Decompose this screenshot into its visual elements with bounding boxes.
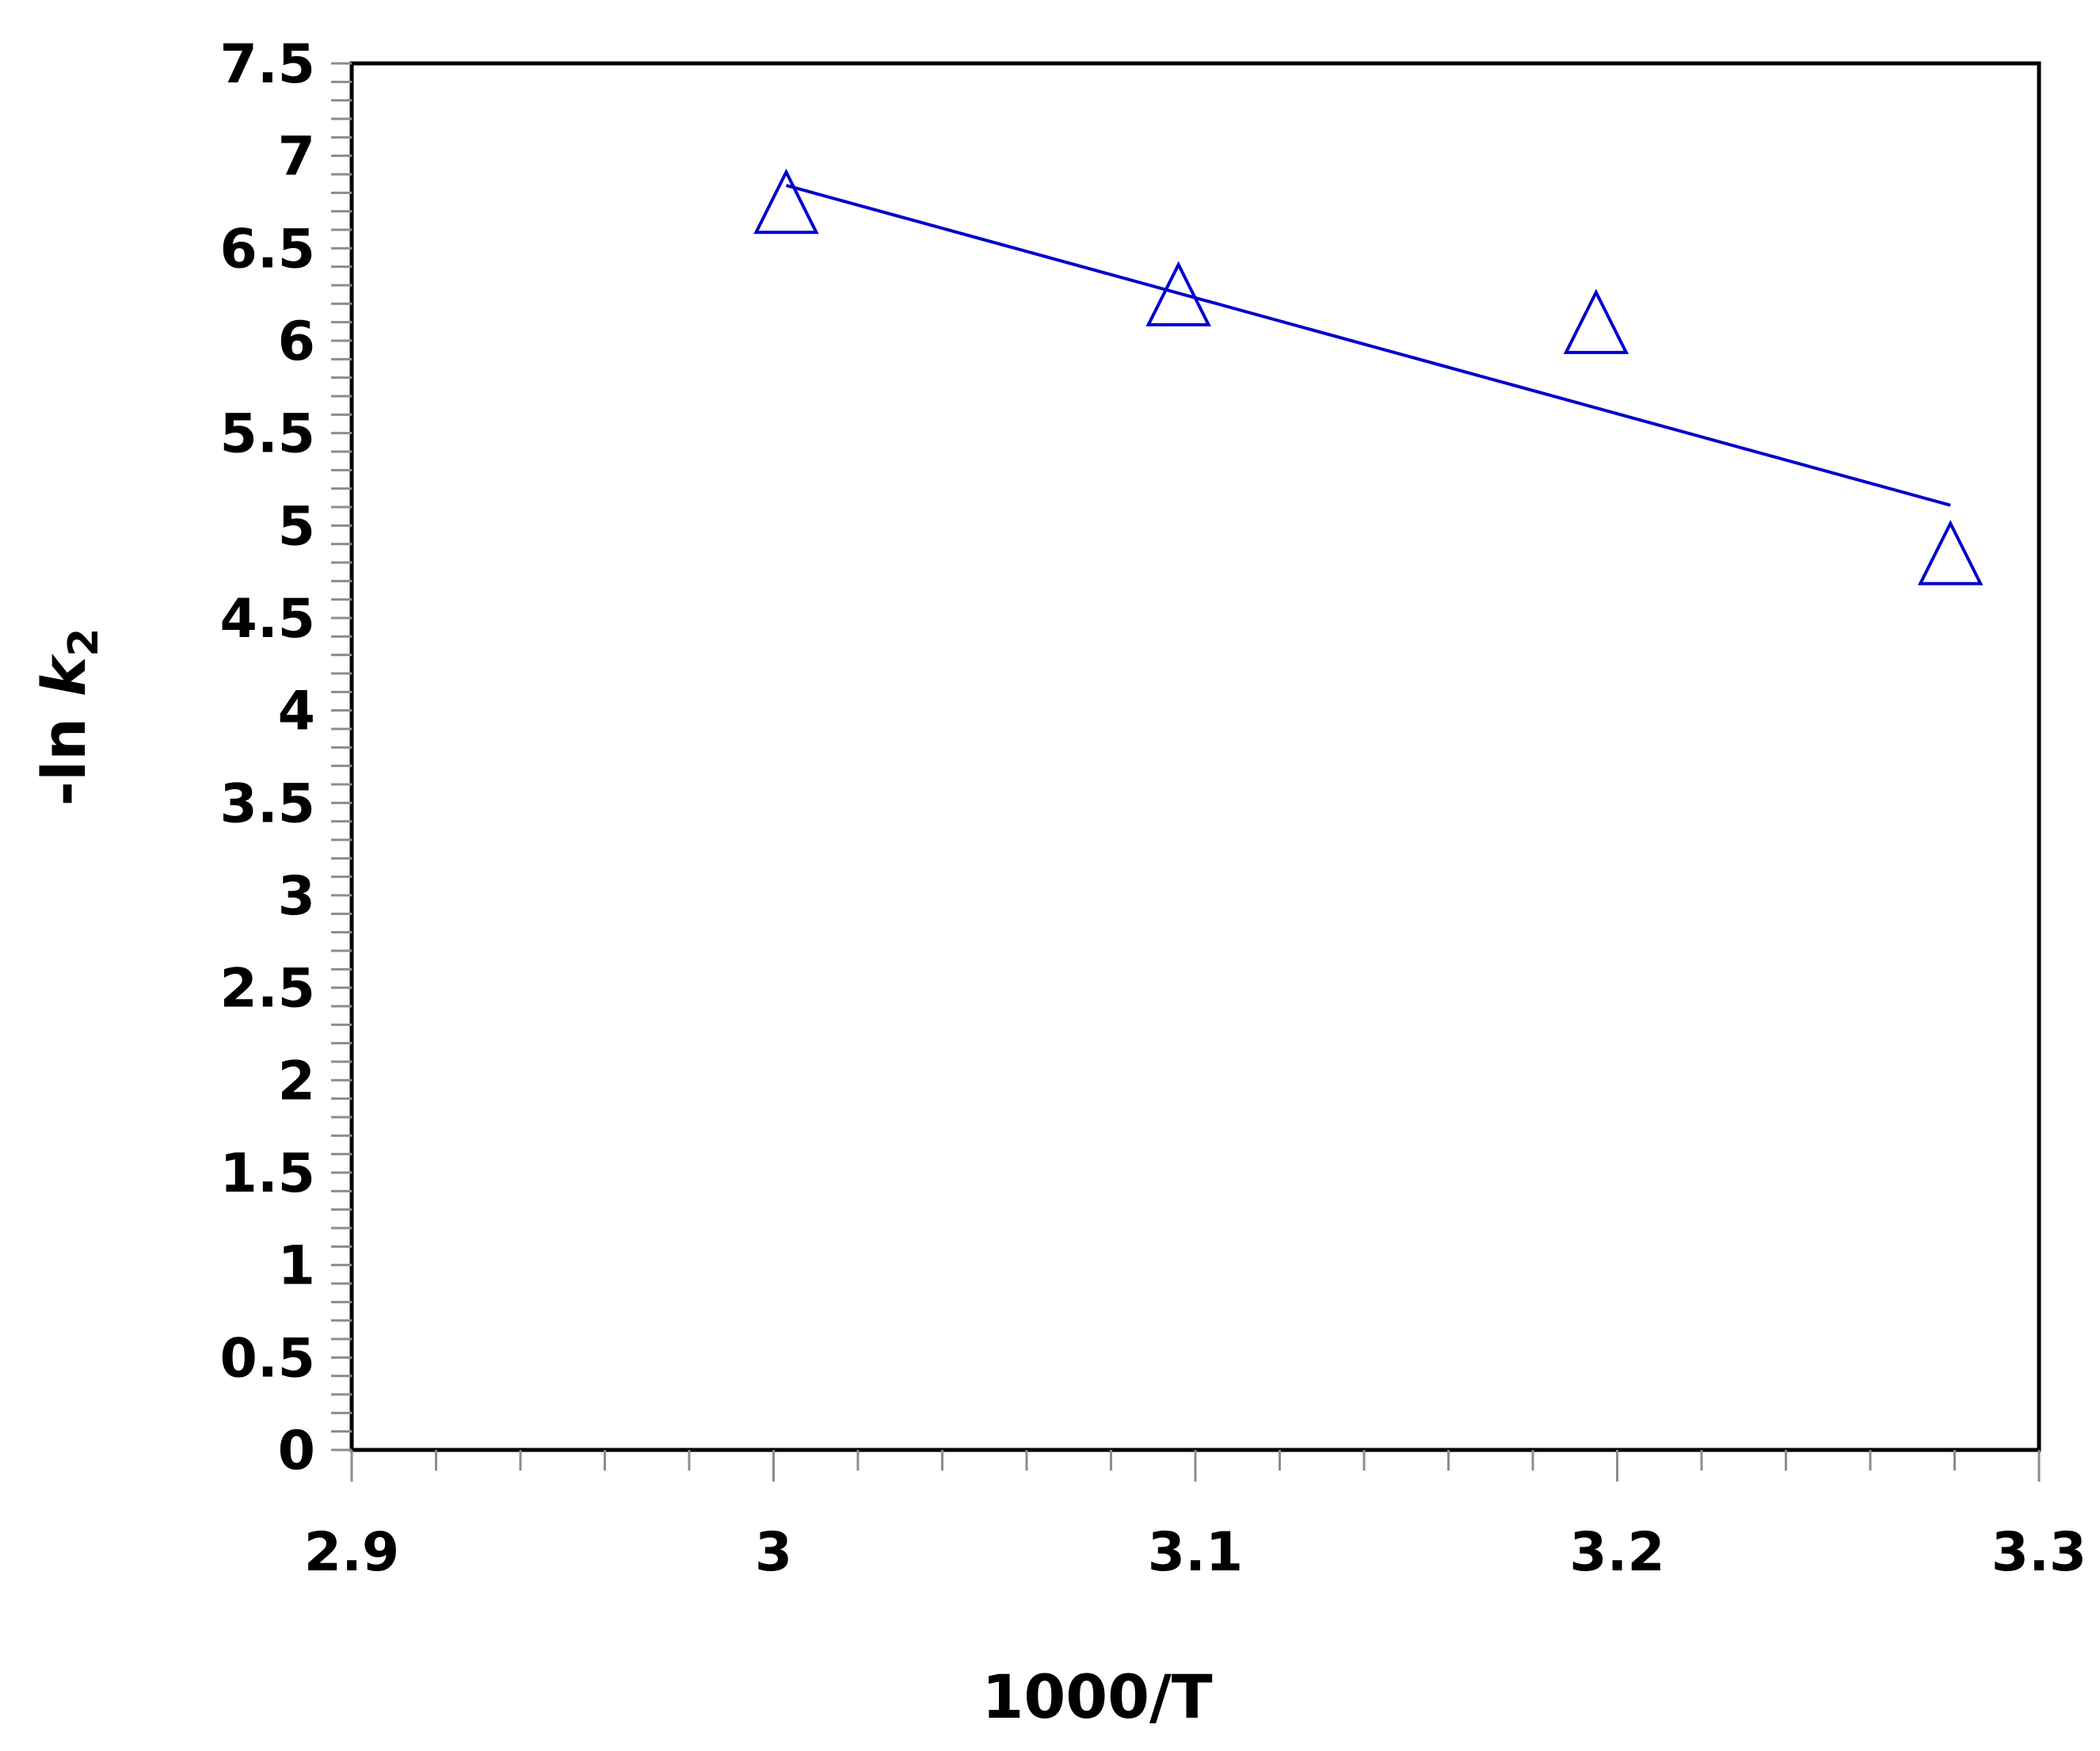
y-tick-label: 5.5	[220, 403, 315, 466]
series-layer	[753, 168, 1984, 586]
plot-area	[349, 61, 2041, 1452]
y-axis-title-prefix: -ln	[29, 696, 99, 806]
x-tick-label: 3	[755, 1521, 792, 1584]
x-tick-label: 3.1	[1148, 1521, 1243, 1584]
y-tick-labels: 0 0.5 1 1.5 2 2.5 3 3.5 4 4.5 5 5.5 6 6.5 7 7.5	[220, 33, 315, 1482]
y-tick-label: 5	[278, 495, 315, 558]
y-tick-label: 2.5	[220, 958, 315, 1020]
y-tick-label: 1.5	[220, 1143, 315, 1205]
y-tick-label: 0	[278, 1420, 315, 1482]
data-point-triangle	[1917, 520, 1984, 586]
y-tick-label: 2	[278, 1050, 315, 1112]
x-axis-title: 1000/T	[981, 1661, 1212, 1732]
x-tick-label: 3.3	[1991, 1521, 2087, 1584]
y-axis-title-var: k	[29, 653, 99, 696]
y-axis-title: -ln k2	[29, 628, 108, 807]
x-tick-label: 3.2	[1569, 1521, 1664, 1584]
data-point-triangle	[1563, 288, 1629, 354]
y-tick-label: 7.5	[220, 33, 315, 96]
data-point-triangle	[753, 168, 819, 235]
data-point-triangle	[1145, 261, 1211, 326]
y-tick-label: 7	[278, 126, 315, 189]
y-tick-label: 6.5	[220, 218, 315, 280]
y-tick-label: 1	[278, 1235, 315, 1298]
y-tick-label: 3	[278, 865, 315, 928]
minor-ticks	[331, 62, 2041, 1482]
y-tick-label: 0.5	[220, 1327, 315, 1390]
y-tick-label: 6	[278, 311, 315, 373]
x-tick-labels: 2.9 3 3.1 3.2 3.3	[304, 1521, 2087, 1584]
y-tick-label: 4.5	[220, 588, 315, 650]
y-tick-label: 3.5	[220, 772, 315, 835]
trendline	[785, 184, 1951, 507]
x-tick-label: 2.9	[304, 1521, 399, 1584]
y-axis-title-subscript: 2	[60, 628, 108, 657]
y-tick-label: 4	[278, 681, 315, 743]
